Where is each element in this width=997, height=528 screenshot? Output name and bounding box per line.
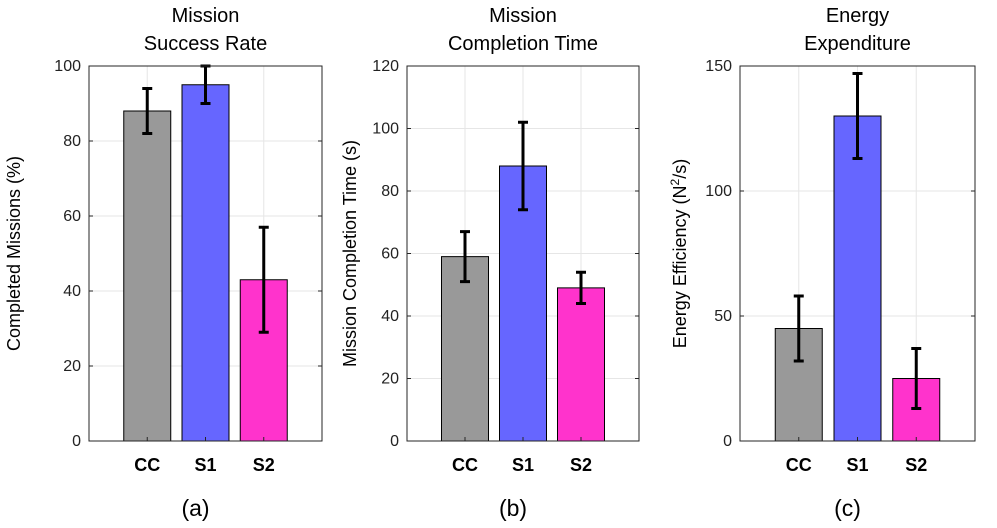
- ytick-label: 20: [63, 358, 81, 375]
- chart-title-line: Mission: [489, 5, 557, 27]
- chart-title-line: Expenditure: [804, 33, 911, 55]
- ytick-label: 100: [705, 183, 732, 200]
- ytick-label: 20: [381, 371, 399, 388]
- ytick-label: 50: [714, 308, 732, 325]
- bar-s1: [181, 84, 230, 442]
- xtick-label-s2: S2: [253, 455, 275, 475]
- xtick-label-cc: CC: [786, 455, 812, 475]
- bar-cc: [123, 110, 172, 442]
- subfigure-label: (b): [499, 495, 527, 521]
- bar-s2: [557, 287, 605, 442]
- errorbar-cc: [793, 294, 804, 363]
- ytick-label: 40: [63, 283, 81, 300]
- errorbar-s1: [852, 72, 863, 160]
- chart-c: 0 50 100 150 CC S1 S2 Energy Expenditure Energy E…: [668, 5, 976, 521]
- errorbar-s2: [576, 270, 586, 305]
- ytick-label: 60: [63, 208, 81, 225]
- y-axis-label: Mission Completion Time (s): [340, 140, 360, 367]
- chart-title-line: Mission: [172, 5, 240, 27]
- errorbar-cc: [460, 230, 470, 284]
- ytick-label: 80: [381, 183, 399, 200]
- xtick-label-s1: S1: [194, 455, 216, 475]
- chart-title-line: Success Rate: [144, 33, 267, 55]
- chart-title-line: Completion Time: [448, 33, 598, 55]
- errorbar-s2: [258, 225, 269, 334]
- errorbar-s1: [518, 120, 528, 212]
- bar-cc: [441, 256, 489, 442]
- ytick-label: 80: [63, 133, 81, 150]
- xtick-label-s2: S2: [570, 455, 592, 475]
- xtick-label-cc: CC: [134, 455, 160, 475]
- chart-title-line: Energy: [826, 5, 889, 27]
- bar-s1: [833, 115, 882, 442]
- chart-a: 0 20 40 60 80 100 CC S1 S2 Mission Success Rate Com…: [4, 5, 323, 521]
- y-axis-label: Completed Missions (%): [4, 156, 24, 351]
- xtick-label-s1: S1: [846, 455, 868, 475]
- ytick-label: 100: [54, 58, 81, 75]
- y-axis-label: Energy Efficiency (N2/s): [668, 159, 690, 348]
- ytick-label: 60: [381, 246, 399, 263]
- xtick-label-s2: S2: [905, 455, 927, 475]
- ytick-label: 0: [723, 433, 732, 450]
- ytick-label: 0: [390, 433, 399, 450]
- subfigure-label: (a): [181, 495, 209, 521]
- subfigure-label: (c): [834, 495, 861, 521]
- ytick-label: 40: [381, 308, 399, 325]
- ytick-label: 150: [705, 58, 732, 75]
- errorbar-s2: [911, 347, 922, 410]
- xtick-label-s1: S1: [512, 455, 534, 475]
- xtick-label-cc: CC: [452, 455, 478, 475]
- chart-b: 0 20 40 60 80 100 120 CC S1 S2 Mission Completion T…: [340, 5, 640, 521]
- errorbar-cc: [142, 87, 153, 135]
- bar-s1: [499, 165, 547, 442]
- ytick-label: 0: [72, 433, 81, 450]
- ytick-label: 120: [372, 58, 399, 75]
- ytick-label: 100: [372, 121, 399, 138]
